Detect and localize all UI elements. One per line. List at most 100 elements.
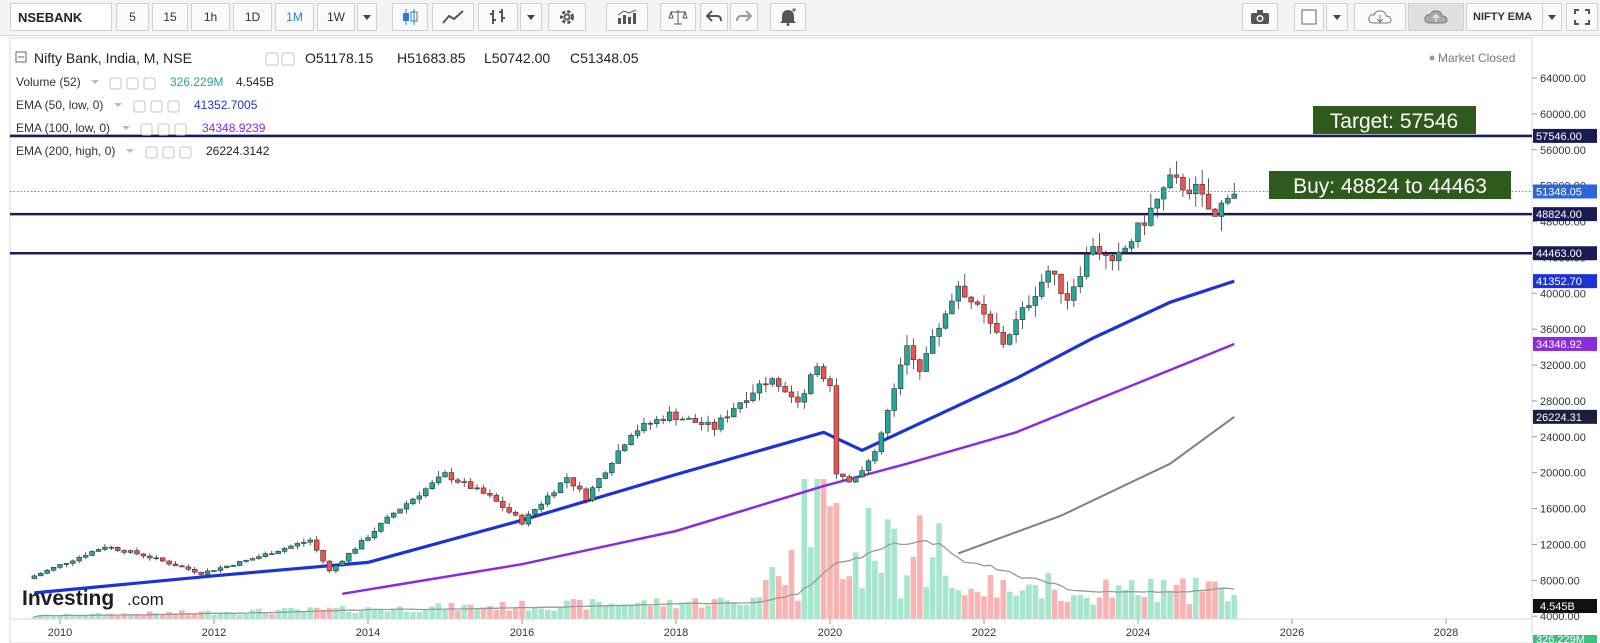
interval-5-button[interactable]: 5	[116, 3, 149, 31]
interval-1w-button[interactable]: 1W	[317, 3, 355, 31]
buy-annotation-text: Buy: 48824 to 44463	[1293, 175, 1487, 198]
redo-button[interactable]	[730, 3, 758, 31]
volume-bar	[166, 612, 172, 619]
candle	[102, 543, 108, 552]
save-chart-button[interactable]	[1408, 3, 1464, 31]
close-icon[interactable]	[143, 77, 156, 90]
eye-icon[interactable]	[109, 77, 122, 90]
chevron-down-icon[interactable]	[126, 149, 134, 153]
candle	[44, 569, 50, 575]
volume-bar	[929, 557, 936, 619]
interval-1m-button[interactable]: 1M	[275, 3, 314, 31]
volume-bar	[140, 615, 147, 619]
candle	[320, 549, 326, 565]
gear-icon[interactable]	[157, 123, 170, 136]
candle	[1006, 332, 1013, 346]
candle	[147, 553, 153, 561]
indicators-button[interactable]	[606, 3, 648, 31]
template-dropdown-button[interactable]	[1542, 3, 1562, 31]
candle	[917, 358, 923, 380]
candle	[1148, 193, 1154, 227]
compare-button[interactable]	[660, 3, 696, 31]
price-tick-label: 4000.00	[1540, 611, 1580, 623]
candle	[801, 388, 808, 409]
interval-1d-button[interactable]: 1D	[233, 3, 272, 31]
screenshot-button[interactable]	[1242, 3, 1278, 31]
time-axis[interactable]: 2010 2012 2014 2016 2018 2020 2022 2024 2026 2028	[48, 619, 1458, 639]
price-chart[interactable]: 64000.0060000.0056000.0052000.0048000.00…	[0, 36, 1600, 643]
candle	[159, 557, 166, 563]
chevron-down-icon[interactable]	[91, 80, 99, 84]
close-icon[interactable]	[174, 123, 187, 136]
eye-icon[interactable]	[133, 100, 146, 113]
candle	[564, 473, 570, 489]
volume-bar	[1051, 589, 1058, 619]
volume-bar	[288, 607, 294, 619]
candle	[1109, 253, 1116, 271]
investing-logo: Investing .com	[22, 587, 164, 610]
eye-icon	[265, 52, 279, 66]
candle	[795, 391, 801, 409]
volume-bar	[50, 616, 57, 619]
candle	[262, 551, 269, 558]
eye-icon[interactable]	[145, 146, 158, 159]
candle	[121, 549, 127, 555]
volume-bar	[807, 547, 814, 619]
candle	[1225, 194, 1231, 206]
volume-legend-label: Volume (52)	[16, 75, 81, 89]
time-tick-label: 2010	[48, 627, 72, 639]
close-icon[interactable]	[179, 146, 192, 159]
candle	[878, 431, 885, 455]
candle	[1064, 281, 1071, 310]
buy-annotation[interactable]: Buy: 48824 to 44463	[1269, 171, 1511, 199]
candle	[532, 508, 538, 517]
volume-bar	[211, 614, 217, 619]
volume-bar	[994, 597, 1000, 619]
gear-icon[interactable]	[162, 146, 175, 159]
volume-bar	[114, 615, 121, 619]
chart-type-dropdown-button[interactable]	[520, 3, 542, 31]
price-axis[interactable]: 64000.0060000.0056000.0052000.0048000.00…	[1532, 73, 1586, 643]
compare-icon	[668, 10, 688, 25]
gear-icon[interactable]	[126, 77, 139, 90]
volume-bar	[1064, 601, 1071, 619]
volume-bar	[1180, 578, 1186, 619]
chevron-down-icon[interactable]	[122, 126, 130, 130]
price-tick-label: 56000.00	[1540, 145, 1586, 157]
volume-bar	[448, 602, 455, 619]
candle	[544, 492, 551, 507]
redo-icon	[736, 10, 752, 22]
candle	[172, 561, 179, 567]
gear-icon[interactable]	[150, 100, 163, 113]
candle	[1045, 265, 1051, 289]
indicator-template-label[interactable]: NIFTY EMA	[1466, 3, 1544, 31]
volume-bar	[961, 595, 968, 619]
fullscreen-button[interactable]	[1566, 3, 1598, 31]
chevron-down-icon[interactable]	[114, 103, 122, 107]
cloud-download-icon	[1368, 10, 1392, 24]
interval-15-button[interactable]: 15	[152, 3, 188, 31]
drawing-style-button[interactable]	[1294, 3, 1324, 31]
candle	[820, 363, 827, 382]
close-icon[interactable]	[167, 100, 180, 113]
volume-bar	[102, 615, 108, 619]
eye-icon[interactable]	[140, 123, 153, 136]
candle	[1141, 215, 1148, 236]
target-annotation[interactable]: Target: 57546	[1313, 106, 1476, 134]
volume-bar	[1128, 580, 1135, 619]
candle	[589, 485, 596, 502]
load-chart-button[interactable]	[1354, 3, 1406, 31]
interval-dropdown-button[interactable]	[357, 3, 377, 31]
line-chart-button[interactable]	[432, 3, 474, 31]
settings-button[interactable]	[548, 3, 586, 31]
symbol-input[interactable]: NSEBANK	[10, 3, 112, 31]
alert-button[interactable]	[770, 3, 806, 31]
legend-title-controls[interactable]	[265, 52, 295, 66]
candles-button[interactable]	[392, 3, 428, 31]
volume-bar	[660, 606, 666, 619]
style-dropdown-button[interactable]	[1326, 3, 1348, 31]
volume-value-1: 326.229M	[170, 75, 223, 89]
interval-1h-button[interactable]: 1h	[191, 3, 230, 31]
bars-button[interactable]	[478, 3, 518, 31]
undo-button[interactable]	[700, 3, 728, 31]
